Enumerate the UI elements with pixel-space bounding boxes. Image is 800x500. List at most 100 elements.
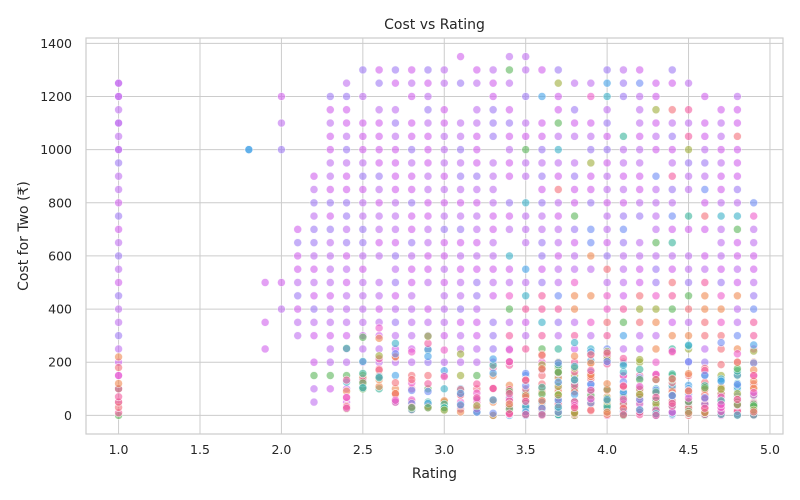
data-point xyxy=(553,390,563,400)
data-point xyxy=(260,318,270,327)
data-point xyxy=(325,278,335,287)
data-point xyxy=(733,304,742,314)
x-tick-label: 2.0 xyxy=(271,442,291,457)
data-point xyxy=(391,145,400,154)
data-point xyxy=(456,198,465,208)
data-point xyxy=(488,264,498,274)
data-point xyxy=(114,291,123,301)
data-point xyxy=(472,379,482,389)
data-point xyxy=(651,225,661,234)
data-point xyxy=(570,118,579,128)
data-point xyxy=(700,344,710,354)
data-point xyxy=(114,185,123,194)
data-point xyxy=(505,105,514,115)
data-point xyxy=(716,291,726,301)
data-point xyxy=(456,225,465,234)
data-point xyxy=(521,132,531,141)
data-point xyxy=(667,251,677,261)
data-point xyxy=(358,344,368,354)
data-point xyxy=(342,198,351,208)
data-point xyxy=(733,185,742,194)
data-point xyxy=(374,185,384,194)
data-point xyxy=(407,118,417,128)
data-point xyxy=(374,211,384,221)
data-point xyxy=(325,357,335,367)
data-point xyxy=(619,211,628,221)
data-point xyxy=(553,264,563,274)
data-point xyxy=(114,78,123,88)
data-point xyxy=(537,238,547,247)
data-point xyxy=(342,403,351,413)
data-point xyxy=(391,78,400,88)
data-point xyxy=(570,291,579,301)
data-point xyxy=(407,304,417,314)
data-point xyxy=(342,251,351,261)
data-point xyxy=(586,238,596,247)
data-point xyxy=(472,291,482,301)
data-point xyxy=(537,145,547,154)
data-point xyxy=(325,331,335,340)
data-point xyxy=(733,380,742,389)
data-point xyxy=(619,410,628,419)
data-point xyxy=(553,92,563,101)
data-point xyxy=(325,291,335,301)
data-point xyxy=(456,185,465,194)
data-point xyxy=(521,211,531,221)
data-point xyxy=(667,331,677,340)
y-tick-label: 0 xyxy=(64,408,72,423)
data-point xyxy=(391,211,400,221)
data-point xyxy=(570,338,579,347)
data-point xyxy=(684,251,693,261)
data-point xyxy=(423,118,433,128)
data-point xyxy=(505,65,514,75)
data-point xyxy=(602,291,612,301)
data-point xyxy=(716,384,726,394)
data-point xyxy=(635,238,644,247)
data-point xyxy=(439,198,449,208)
data-point xyxy=(586,251,596,261)
data-point xyxy=(700,158,710,168)
data-point xyxy=(651,357,661,367)
data-point xyxy=(667,145,677,154)
data-point xyxy=(309,291,319,301)
data-point xyxy=(505,145,514,154)
data-point xyxy=(472,145,482,154)
data-point xyxy=(309,238,319,247)
data-point xyxy=(472,371,482,380)
data-point xyxy=(374,278,384,287)
data-point xyxy=(439,158,449,168)
data-point xyxy=(733,410,742,420)
gridlines xyxy=(86,38,783,434)
data-point xyxy=(391,132,400,141)
data-point xyxy=(733,349,742,359)
data-point xyxy=(325,304,335,314)
data-point xyxy=(114,158,123,168)
data-point xyxy=(358,185,368,194)
data-point xyxy=(586,318,596,327)
data-point xyxy=(114,371,123,380)
data-point xyxy=(309,397,319,407)
data-point xyxy=(602,238,612,247)
data-point xyxy=(586,92,596,101)
data-point xyxy=(456,331,465,340)
data-point xyxy=(635,291,644,301)
data-point xyxy=(537,264,547,274)
data-point xyxy=(602,198,612,208)
chart-title: Cost vs Rating xyxy=(384,17,485,33)
data-point xyxy=(651,198,661,208)
data-point xyxy=(553,238,563,247)
data-point xyxy=(651,393,661,402)
data-point xyxy=(570,78,579,88)
data-point xyxy=(553,65,563,75)
data-point xyxy=(586,225,596,234)
data-point xyxy=(602,304,612,314)
data-point xyxy=(619,331,628,340)
data-point xyxy=(570,264,579,274)
data-point xyxy=(667,118,677,128)
data-point xyxy=(423,371,433,380)
data-point xyxy=(505,78,514,88)
data-point xyxy=(716,400,726,409)
data-point xyxy=(114,392,123,402)
data-point xyxy=(488,65,498,75)
data-point xyxy=(619,92,628,101)
